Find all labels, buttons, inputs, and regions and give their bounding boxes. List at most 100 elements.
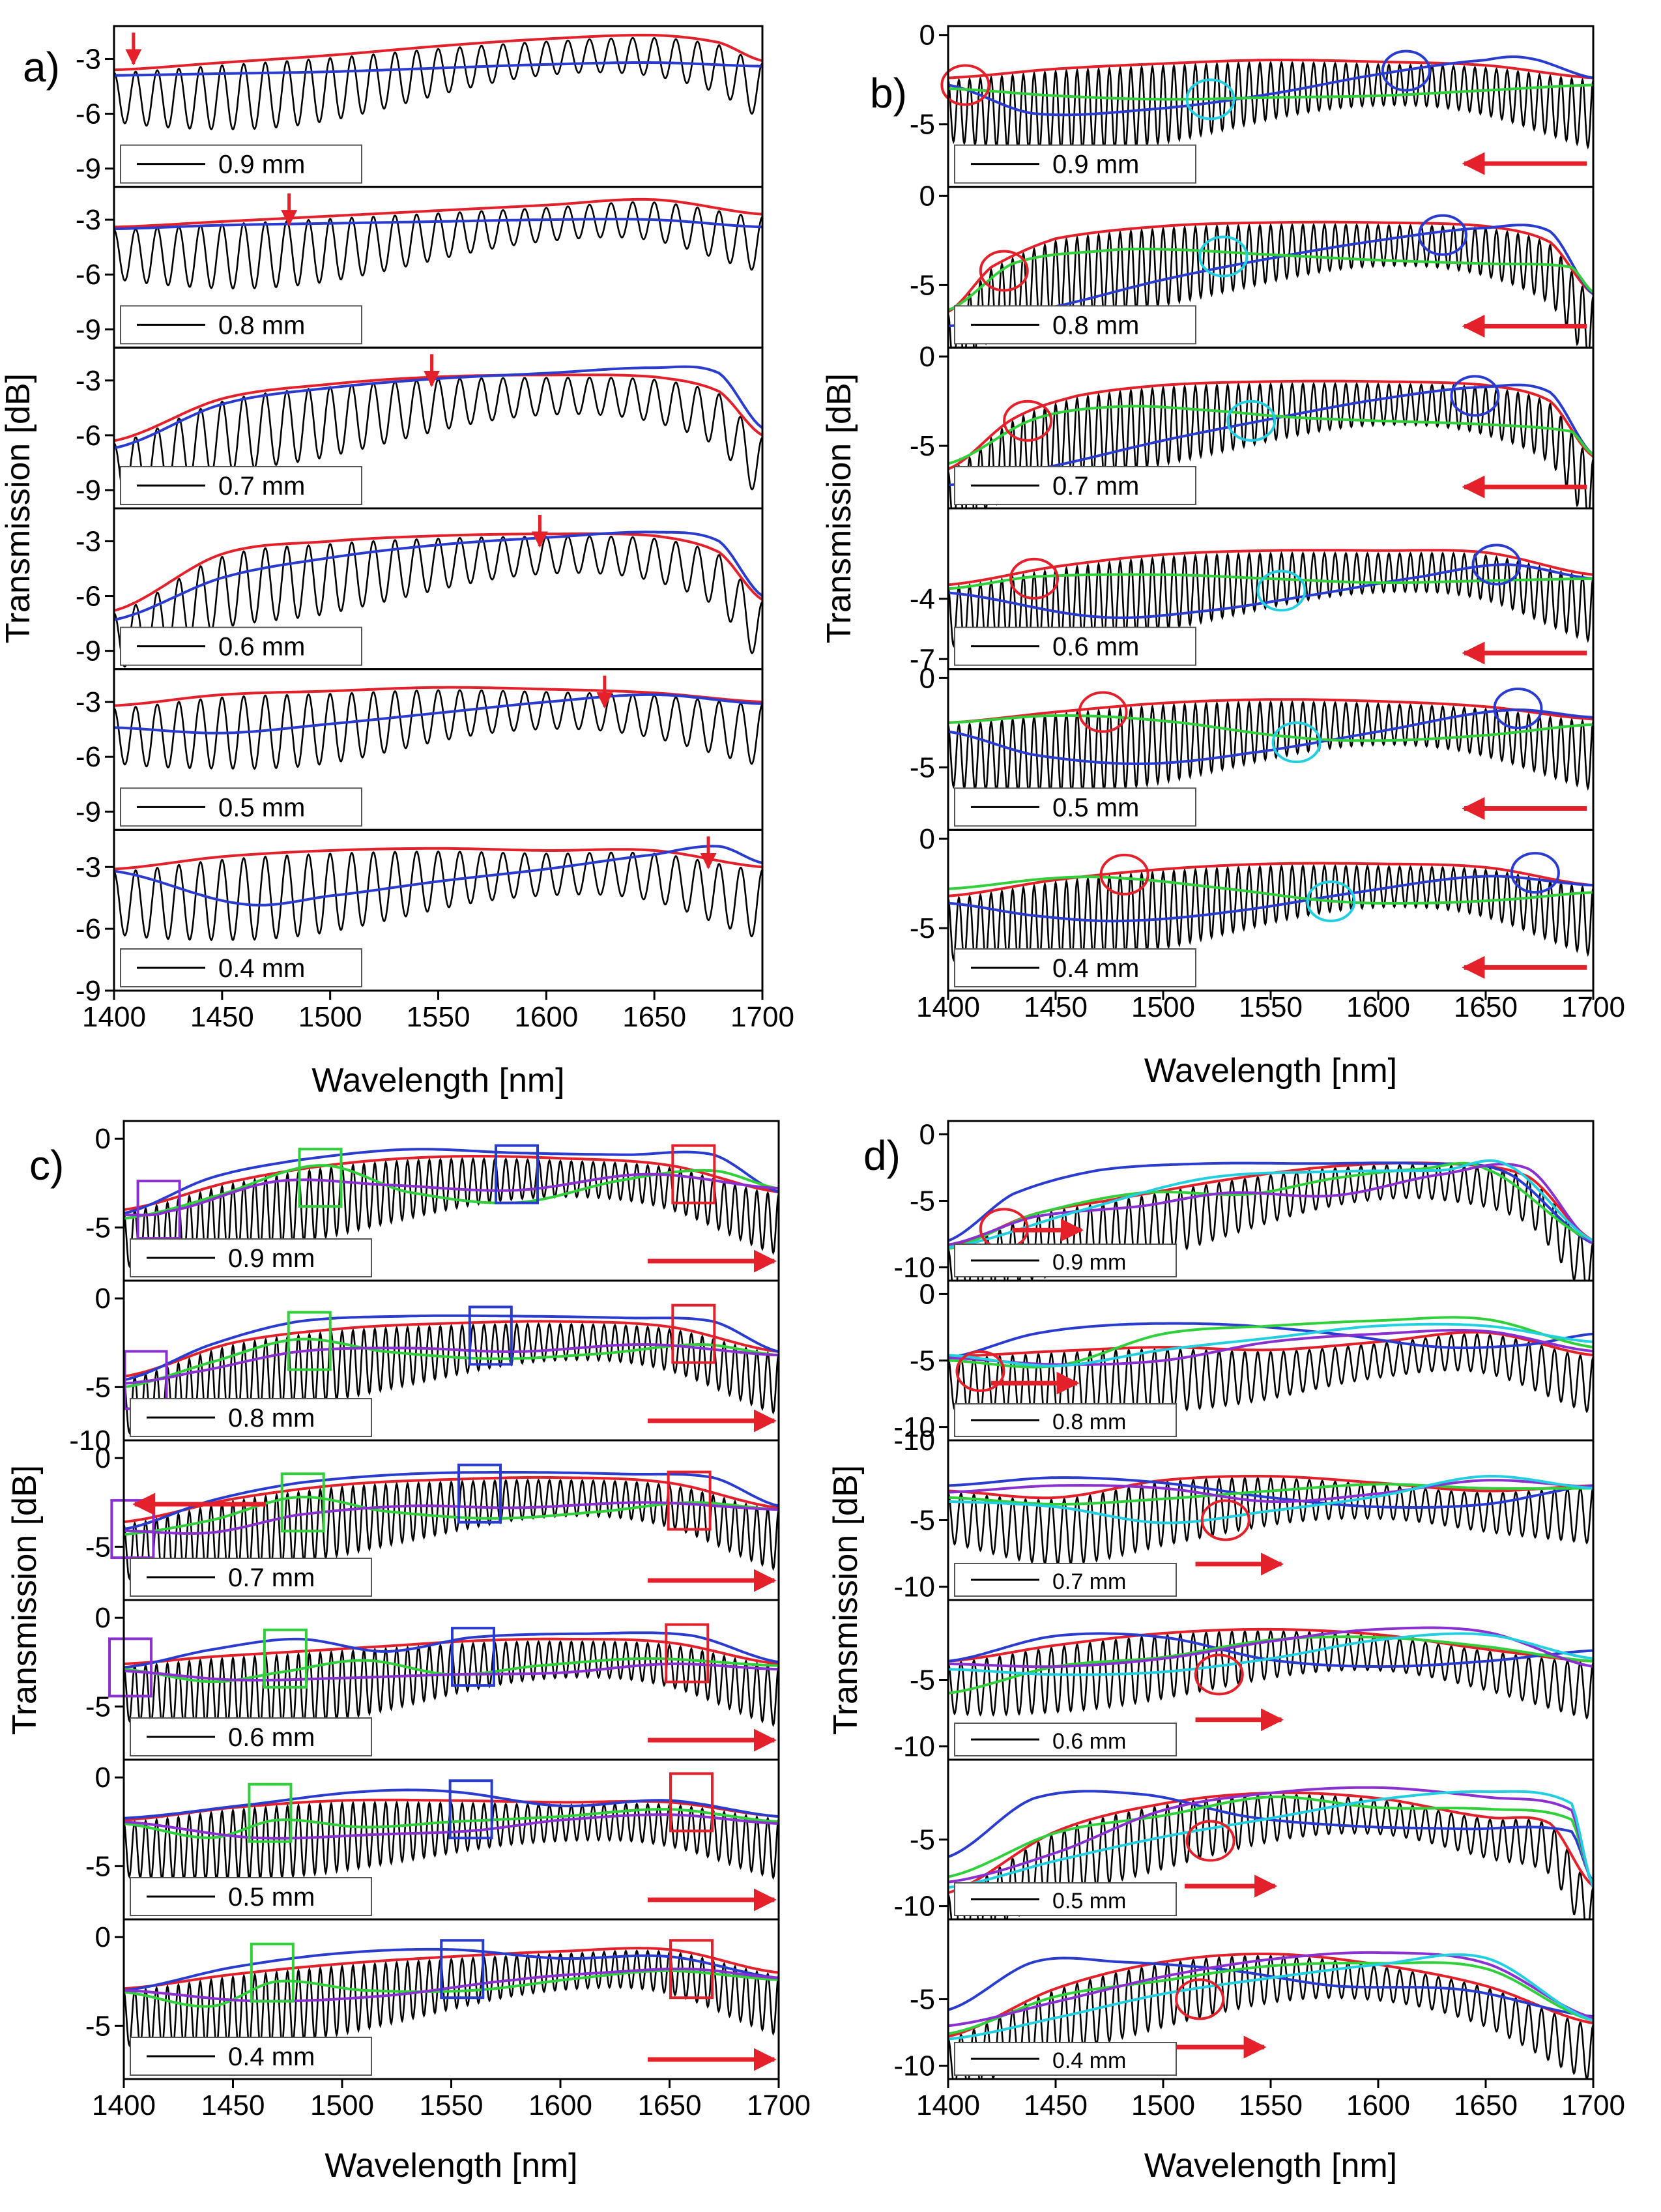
blue-envelope-line <box>114 531 762 621</box>
y-tick-label: -5 <box>910 109 935 141</box>
red-envelope-line <box>114 197 762 229</box>
red-envelope-line <box>124 1155 779 1212</box>
subplot-b-4: 0.6 mm -4 -7 <box>910 507 1595 675</box>
y-tick-label: -6 <box>76 581 101 613</box>
red-circle-marker <box>1200 1499 1250 1541</box>
blue-envelope-line <box>114 218 762 231</box>
legend-label: 0.6 mm <box>1052 1729 1126 1754</box>
blue-envelope-line <box>948 1957 1593 2018</box>
y-tick-label: -4 <box>910 583 935 615</box>
red-box-marker <box>671 1144 716 1204</box>
blue-envelope-line <box>114 61 762 77</box>
y-tick-label: -6 <box>76 913 101 945</box>
red-circle-marker <box>1078 691 1128 733</box>
y-tick-label: -9 <box>76 796 101 828</box>
panel-b: b) Transmission [dB] Wavelength [nm] 1400 14… <box>820 20 1625 1090</box>
fringe-trace <box>124 1157 779 1268</box>
fringe-trace <box>114 201 762 290</box>
green-envelope-line <box>948 573 1593 590</box>
x-tick-label: 1600 <box>514 1001 578 1033</box>
y-tick-label: -5 <box>910 269 935 301</box>
x-axis-title: Wavelength [nm] <box>1144 1052 1397 1090</box>
green-envelope-line <box>948 405 1593 465</box>
legend-label: 0.4 mm <box>218 954 305 983</box>
y-tick-label: 0 <box>919 180 935 212</box>
y-tick-label: -6 <box>76 420 101 452</box>
blue-circle-marker <box>1510 852 1560 894</box>
y-tick-label: 0 <box>919 1278 935 1310</box>
cyan-envelope-line <box>948 1475 1593 1524</box>
red-envelope-line <box>948 1791 1593 1895</box>
blue-envelope-line <box>114 845 762 907</box>
subplot-plot-area <box>948 862 1593 965</box>
y-tick-label: -9 <box>76 153 101 185</box>
red-circle-marker <box>1009 557 1059 600</box>
x-tick-label: 1650 <box>1454 2089 1518 2121</box>
y-tick-label: -10 <box>893 1252 935 1284</box>
y-tick-label: -10 <box>893 1571 935 1603</box>
fringe-trace <box>124 1322 779 1435</box>
subplot-a-6: 0.4 mm -3 -6 -9 <box>76 828 764 1007</box>
subplot-plot-area <box>114 33 762 131</box>
y-tick-label: -10 <box>893 1412 935 1444</box>
legend: 0.9 mm <box>954 1244 1177 1277</box>
x-tick-label: 1700 <box>1561 2089 1625 2121</box>
cyan-envelope-line <box>948 1322 1593 1367</box>
y-tick-label: 0 <box>919 20 935 51</box>
y-tick-label: -3 <box>76 851 101 883</box>
cyan-circle-marker <box>1271 721 1322 764</box>
cyan-envelope-line <box>948 1790 1593 1889</box>
legend-label: 0.5 mm <box>228 1883 315 1912</box>
purple-envelope-line <box>948 1786 1593 1888</box>
y-tick-label: -5 <box>85 2010 111 2042</box>
legend: 0.9 mm <box>130 1238 372 1277</box>
x-tick-label: 1550 <box>420 2089 484 2121</box>
legend-box <box>954 1244 1177 1277</box>
legend-label: 0.9 mm <box>1052 151 1139 179</box>
legend: 0.8 mm <box>954 305 1196 345</box>
y-axis-title: Transmission [dB] <box>6 1465 44 1735</box>
fringe-trace <box>948 1954 1593 2079</box>
y-tick-label: 0 <box>95 1442 111 1474</box>
subplot-a-2: 0.8 mm -3 -6 -9 <box>76 186 764 349</box>
y-tick-label: -10 <box>893 2050 935 2082</box>
y-tick-label: 0 <box>95 1762 111 1794</box>
x-tick-label: 1650 <box>638 2089 702 2121</box>
subplot-c-1: 0.9 mm 0 -5 <box>85 1120 780 1282</box>
subplot-b-3: 0.7 mm 0 -5 <box>910 341 1595 510</box>
legend-label: 0.6 mm <box>228 1723 315 1752</box>
blue-envelope-line <box>948 1632 1593 1668</box>
purple-envelope-line <box>948 1479 1593 1504</box>
cyan-circle-marker <box>1185 78 1235 121</box>
legend-label: 0.7 mm <box>228 1564 315 1592</box>
purple-envelope-line <box>948 1329 1593 1366</box>
panel-c: c) Transmission [dB] Wavelength [nm] 1400 14… <box>6 1120 811 2185</box>
fringe-trace <box>948 1793 1593 1919</box>
legend-label: 0.7 mm <box>218 472 305 501</box>
green-box-marker <box>263 1628 308 1689</box>
x-tick-label: 1400 <box>82 1001 146 1033</box>
legend-label: 0.8 mm <box>1052 1410 1126 1434</box>
blue-envelope-line <box>948 55 1593 117</box>
green-box-marker <box>280 1472 325 1533</box>
panel-a: a) Transmission [dB] Wavelength [nm] 1400 14… <box>0 25 794 1099</box>
red-circle-marker <box>940 64 990 106</box>
x-tick-label: 1400 <box>916 2089 980 2121</box>
green-box-marker <box>248 1783 293 1843</box>
red-circle-marker <box>979 250 1029 292</box>
legend: 0.4 mm <box>120 948 362 987</box>
y-tick-label: -10 <box>893 1891 935 1923</box>
legend: 0.5 mm <box>954 1882 1177 1916</box>
fringe-trace <box>948 60 1593 154</box>
purple-envelope-line <box>124 1172 779 1217</box>
red-envelope-line <box>948 220 1593 313</box>
blue-circle-marker <box>1418 214 1467 256</box>
chart-layer: a) Transmission [dB] Wavelength [nm] 1400 14… <box>0 20 1625 2185</box>
legend: 0.6 mm <box>130 1717 372 1756</box>
x-tick-label: 1550 <box>1239 991 1303 1023</box>
x-tick-label: 1500 <box>298 1001 362 1033</box>
red-circle-marker <box>1175 1978 1225 2020</box>
x-tick-label: 1700 <box>1561 991 1625 1023</box>
red-circle-marker <box>1194 1653 1244 1696</box>
